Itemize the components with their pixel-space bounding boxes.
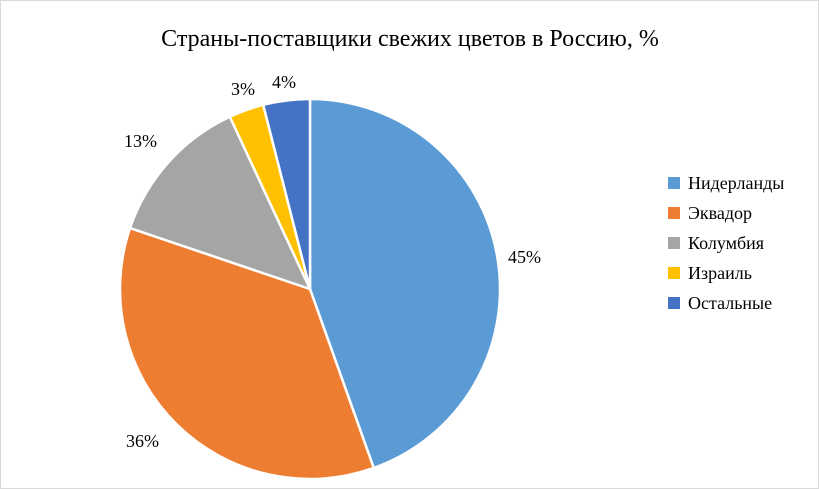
pie-slice-1: [308, 97, 502, 470]
pie-slices: [118, 97, 502, 481]
data-label-4: 3%: [231, 79, 255, 99]
legend-swatch-1: [668, 177, 680, 189]
legend-label-2: Эквадор: [688, 203, 752, 223]
legend-label-3: Колумбия: [688, 233, 764, 253]
legend-swatch-2: [668, 207, 680, 219]
pie-slice-3: [128, 115, 312, 291]
legend-swatch-4: [668, 267, 680, 279]
pie-slice-5: [261, 97, 312, 291]
legend-label-4: Израиль: [688, 263, 752, 283]
legend-swatch-5: [668, 297, 680, 309]
data-label-5: 4%: [272, 72, 296, 92]
data-label-2: 36%: [126, 431, 159, 451]
chart-title: Страны-поставщики свежих цветов в Россию…: [161, 26, 659, 52]
legend: Нидерланды Эквадор Колумбия Израиль Остальны…: [668, 173, 784, 313]
legend-swatch-3: [668, 237, 680, 249]
legend-label-1: Нидерланды: [688, 173, 784, 193]
data-label-3: 13%: [124, 131, 157, 151]
data-label-1: 45%: [508, 247, 541, 267]
pie-slice-2: [118, 226, 375, 481]
data-labels: 45% 36% 13% 3% 4%: [124, 72, 541, 451]
legend-label-5: Остальные: [688, 293, 772, 313]
